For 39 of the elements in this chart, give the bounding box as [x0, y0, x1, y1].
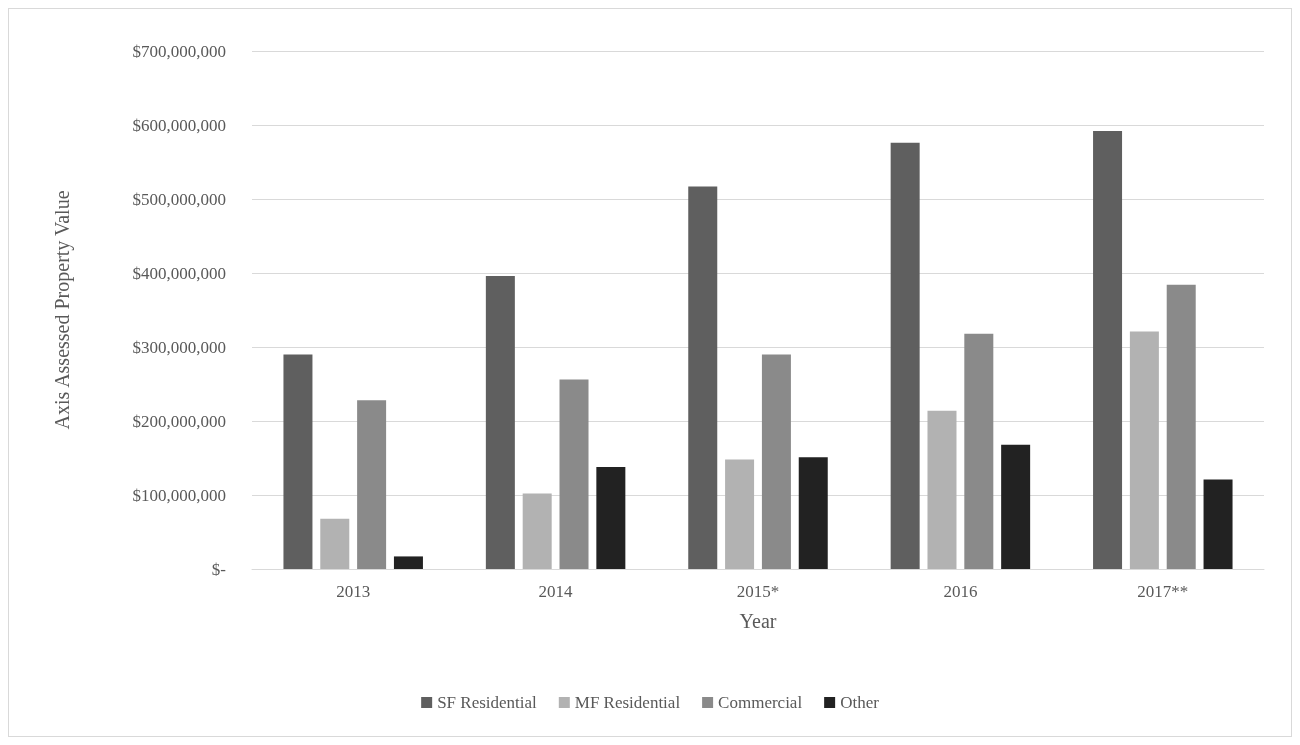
- y-tick-label: $400,000,000: [132, 263, 226, 283]
- x-tick-label: 2015*: [736, 582, 780, 601]
- bar: [1001, 444, 1031, 569]
- bar: [485, 275, 515, 569]
- bar: [890, 142, 920, 569]
- bar: [688, 186, 718, 569]
- x-tick-label: 2014: [538, 582, 574, 601]
- y-tick-label: $100,000,000: [132, 485, 226, 505]
- bar: [964, 333, 994, 569]
- x-tick-label: 2013: [336, 582, 371, 601]
- y-tick-label: $700,000,000: [132, 41, 226, 61]
- legend-label: SF Residential: [437, 693, 538, 712]
- bar: [1166, 284, 1196, 569]
- bar: [725, 459, 755, 569]
- legend-label: MF Residential: [574, 693, 681, 712]
- x-axis-title: Year: [739, 610, 777, 632]
- bar: [761, 354, 791, 569]
- bar: [596, 466, 626, 569]
- legend-label: Commercial: [718, 693, 803, 712]
- y-tick-label: $300,000,000: [132, 337, 226, 357]
- y-tick-label: $500,000,000: [132, 189, 226, 209]
- x-tick-label: 2016: [943, 582, 978, 601]
- x-tick-label: 2017**: [1137, 582, 1189, 601]
- y-tick-label: $600,000,000: [132, 115, 226, 135]
- bar: [357, 400, 387, 569]
- y-tick-label: $-: [211, 559, 227, 579]
- bar: [559, 379, 589, 569]
- bar: [798, 457, 828, 569]
- legend-label: Other: [840, 693, 880, 712]
- bar: [1093, 130, 1123, 569]
- bar: [393, 556, 423, 569]
- bar: [320, 518, 350, 569]
- y-axis-title: Axis Assessed Property Value: [51, 190, 74, 430]
- bar: [1203, 479, 1233, 569]
- bar: [522, 493, 552, 569]
- bar: [283, 354, 313, 569]
- y-tick-label: $200,000,000: [132, 411, 226, 431]
- bar: [1129, 331, 1159, 569]
- bar: [927, 410, 957, 569]
